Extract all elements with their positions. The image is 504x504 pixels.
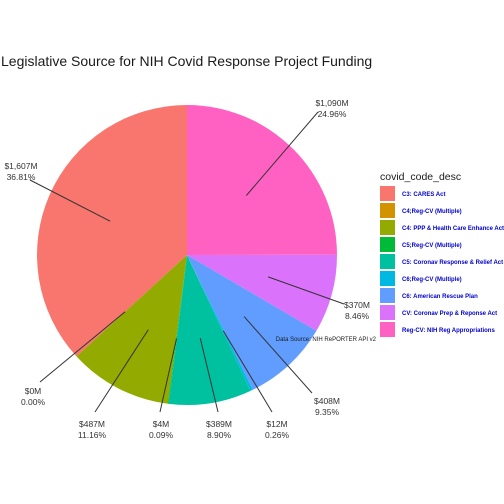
legend-swatch bbox=[380, 186, 395, 201]
legend-entry: C4: PPP & Health Care Enhance Act bbox=[402, 226, 504, 232]
pie-slice bbox=[168, 255, 251, 405]
data-source-caption: Data Source: NIH RePORTER API v2 bbox=[276, 337, 377, 343]
slice-value-label: $408M bbox=[314, 396, 340, 406]
legend-swatch bbox=[380, 203, 395, 218]
slice-percent-label: 0.09% bbox=[149, 430, 174, 440]
slice-percent-label: 11.16% bbox=[78, 430, 107, 440]
slice-value-label: $487M bbox=[79, 419, 105, 429]
leader-line bbox=[222, 330, 273, 413]
legend: covid_code_desc C3: CARES Act C4;Reg-CV (… bbox=[380, 171, 504, 337]
slice-percent-label: 36.81% bbox=[7, 172, 36, 182]
slice-percent-label: 8.90% bbox=[207, 430, 232, 440]
leader-line bbox=[245, 111, 319, 196]
legend-entry: C4;Reg-CV (Multiple) bbox=[402, 209, 462, 215]
pie-slice bbox=[167, 255, 187, 404]
slice-percent-label: 9.35% bbox=[315, 407, 340, 417]
legend-swatch bbox=[380, 254, 395, 269]
legend-entry: C5;Reg-CV (Multiple) bbox=[402, 243, 462, 249]
pie-slice bbox=[37, 105, 188, 357]
pie-slice bbox=[187, 255, 253, 391]
slice-value-label: $1,090M bbox=[315, 98, 348, 108]
leader-line bbox=[243, 316, 313, 394]
leader-line bbox=[159, 338, 178, 413]
slice-value-label: $1,607M bbox=[4, 161, 37, 171]
pie-slice bbox=[187, 254, 337, 331]
slice-value-label: $4M bbox=[153, 419, 170, 429]
pie-slices bbox=[37, 105, 337, 405]
slice-value-label: $0M bbox=[25, 386, 42, 396]
leader-line bbox=[267, 276, 345, 305]
legend-entry: C5: Coronav Response & Relief Act bbox=[402, 260, 503, 266]
slice-value-label: $389M bbox=[206, 419, 232, 429]
pie-slice bbox=[187, 255, 317, 390]
legend-swatch bbox=[380, 237, 395, 252]
slice-percent-label: 8.46% bbox=[345, 311, 370, 321]
pie-slice bbox=[187, 105, 337, 255]
legend-title: covid_code_desc bbox=[380, 171, 461, 183]
slice-value-label: $12M bbox=[266, 419, 287, 429]
leader-line bbox=[199, 337, 219, 413]
slice-percent-label: 0.00% bbox=[21, 397, 46, 407]
legend-entry: C6: American Rescue Plan bbox=[402, 294, 478, 300]
leader-line bbox=[39, 311, 126, 383]
slice-value-label: $370M bbox=[344, 300, 370, 310]
leader-line bbox=[94, 329, 149, 413]
legend-entry: C6;Reg-CV (Multiple) bbox=[402, 277, 462, 283]
legend-entry: C3: CARES Act bbox=[402, 192, 445, 198]
chart-title: Legislative Source for NIH Covid Respons… bbox=[1, 53, 372, 69]
leader-line bbox=[29, 179, 111, 222]
legend-swatch bbox=[380, 288, 395, 303]
legend-entry: CV: Coronav Prep & Reponse Act bbox=[402, 311, 497, 317]
legend-swatch bbox=[380, 322, 395, 337]
legend-swatch bbox=[380, 220, 395, 235]
slice-percent-label: 24.96% bbox=[318, 109, 347, 119]
legend-entry: Reg-CV: NIH Reg Appropriations bbox=[402, 328, 495, 334]
legend-swatch bbox=[380, 271, 395, 286]
slice-percent-label: 0.26% bbox=[265, 430, 290, 440]
legend-swatch bbox=[380, 305, 395, 320]
pie-slice bbox=[76, 255, 187, 404]
